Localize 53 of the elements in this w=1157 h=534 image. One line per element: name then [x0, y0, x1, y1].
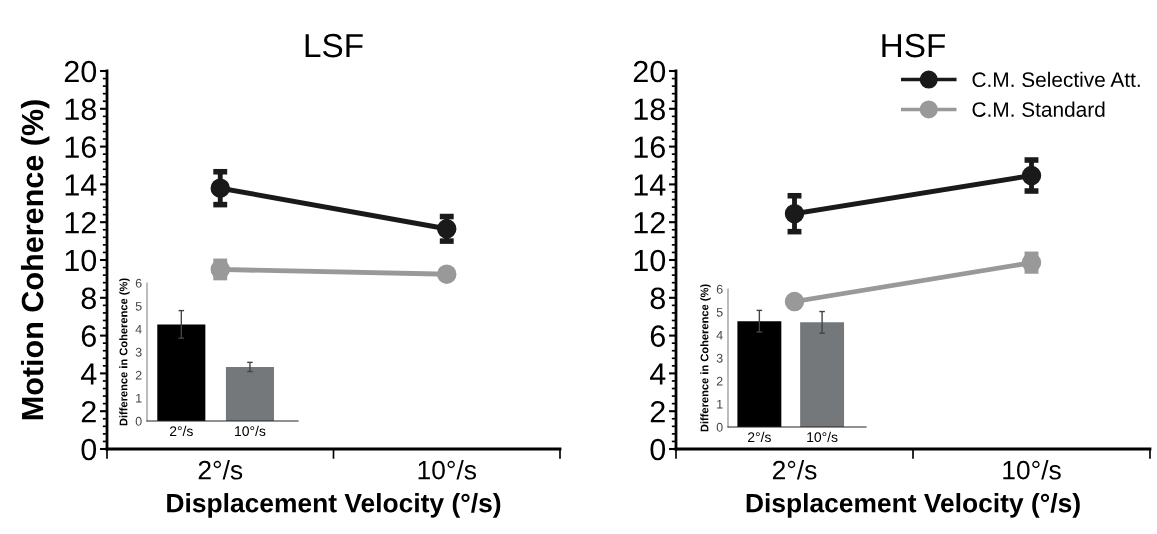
x-tick-label: 10°/s — [235, 425, 266, 437]
chart-title: HSF — [882, 33, 945, 58]
y-axis-title: Difference in Coherence (%) — [119, 278, 130, 426]
y-tick-label: 1 — [136, 393, 142, 403]
y-tick-label: 16 — [634, 136, 665, 158]
y-tick-label: 16 — [65, 136, 96, 158]
y-tick-label: 0 — [81, 438, 97, 461]
y-tick-label: 14 — [634, 174, 666, 196]
y-tick-label: 0 — [716, 422, 723, 432]
x-tick-label: 10°/s — [1003, 460, 1061, 480]
y-tick-label: 4 — [649, 363, 666, 385]
y-tick-label: 14 — [65, 174, 97, 196]
y-tick-label: 8 — [81, 287, 96, 310]
legend-label: C.M. Selective Att. — [972, 71, 1140, 88]
y-tick-label: 2 — [716, 376, 723, 386]
y-tick-label: 20 — [64, 60, 97, 83]
y-tick-label: 4 — [135, 324, 142, 334]
x-tick-label: 10°/s — [418, 460, 477, 480]
x-tick-label: 2°/s — [169, 425, 193, 437]
y-tick-label: 8 — [650, 287, 665, 310]
y-tick-label: 2 — [135, 370, 142, 380]
x-tick-label: 2°/s — [748, 431, 771, 443]
y-tick-label: 6 — [716, 284, 723, 294]
y-tick-label: 10 — [65, 249, 97, 272]
y-tick-label: 5 — [716, 307, 723, 317]
y-tick-label: 3 — [135, 347, 142, 357]
x-axis-title: Displacement Velocity (°/s) — [167, 493, 501, 518]
y-tick-label: 4 — [80, 363, 97, 385]
y-axis-title: Difference in Coherence (%) — [700, 284, 711, 432]
y-tick-label: 2 — [650, 400, 665, 423]
y-tick-label: 12 — [65, 211, 96, 234]
y-tick-label: 3 — [716, 353, 723, 363]
legend-label: C.M. Standard — [972, 101, 1105, 117]
y-tick-label: 5 — [135, 301, 142, 311]
y-tick-label: 1 — [717, 399, 723, 409]
x-tick-label: 10°/s — [807, 431, 838, 443]
x-tick-label: 2°/s — [772, 460, 817, 480]
x-tick-label: 2°/s — [198, 460, 243, 480]
y-tick-label: 20 — [633, 60, 666, 83]
y-tick-label: 18 — [634, 98, 665, 121]
x-axis-title: Displacement Velocity (°/s) — [746, 493, 1080, 518]
y-tick-label: 12 — [634, 211, 665, 234]
y-tick-label: 0 — [135, 416, 142, 426]
y-tick-label: 6 — [81, 325, 96, 347]
y-axis-title: Motion Coherence (%) — [20, 100, 50, 420]
y-tick-label: 0 — [650, 438, 666, 461]
chart-title: LSF — [305, 33, 363, 58]
y-tick-label: 10 — [634, 249, 666, 272]
y-tick-label: 6 — [135, 278, 142, 288]
y-tick-label: 6 — [650, 325, 665, 347]
y-tick-label: 4 — [716, 330, 723, 340]
y-tick-label: 18 — [65, 98, 96, 121]
y-tick-label: 2 — [81, 400, 96, 423]
